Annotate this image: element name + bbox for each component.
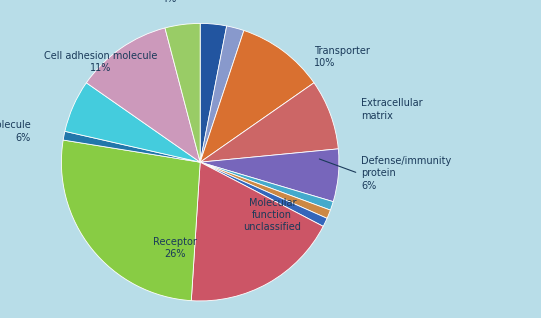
Wedge shape [165, 24, 200, 162]
Wedge shape [200, 162, 327, 226]
Wedge shape [65, 83, 200, 162]
Text: Molecular
function
unclassified: Molecular function unclassified [243, 197, 301, 232]
Wedge shape [200, 26, 244, 162]
Wedge shape [200, 149, 339, 202]
Wedge shape [62, 140, 200, 301]
Wedge shape [200, 83, 338, 162]
Text: Defense/immunity
protein
6%: Defense/immunity protein 6% [361, 156, 451, 191]
Wedge shape [63, 131, 200, 162]
Wedge shape [192, 162, 323, 301]
Wedge shape [200, 31, 314, 162]
Text: Miscellaneous
function
3%: Miscellaneous function 3% [175, 0, 244, 1]
Text: Kinase
4%: Kinase 4% [154, 0, 186, 4]
Wedge shape [200, 162, 331, 218]
Wedge shape [200, 162, 333, 210]
Text: Signaling molecule
6%: Signaling molecule 6% [0, 121, 31, 143]
Wedge shape [87, 28, 200, 162]
Wedge shape [200, 24, 227, 162]
Text: Extracellular
matrix: Extracellular matrix [361, 98, 423, 121]
Text: Ion channel
2%: Ion channel 2% [274, 0, 331, 1]
Text: Receptor
26%: Receptor 26% [153, 237, 197, 259]
Text: Transporter
10%: Transporter 10% [314, 45, 370, 68]
Text: Cell adhesion molecule
11%: Cell adhesion molecule 11% [44, 51, 157, 73]
